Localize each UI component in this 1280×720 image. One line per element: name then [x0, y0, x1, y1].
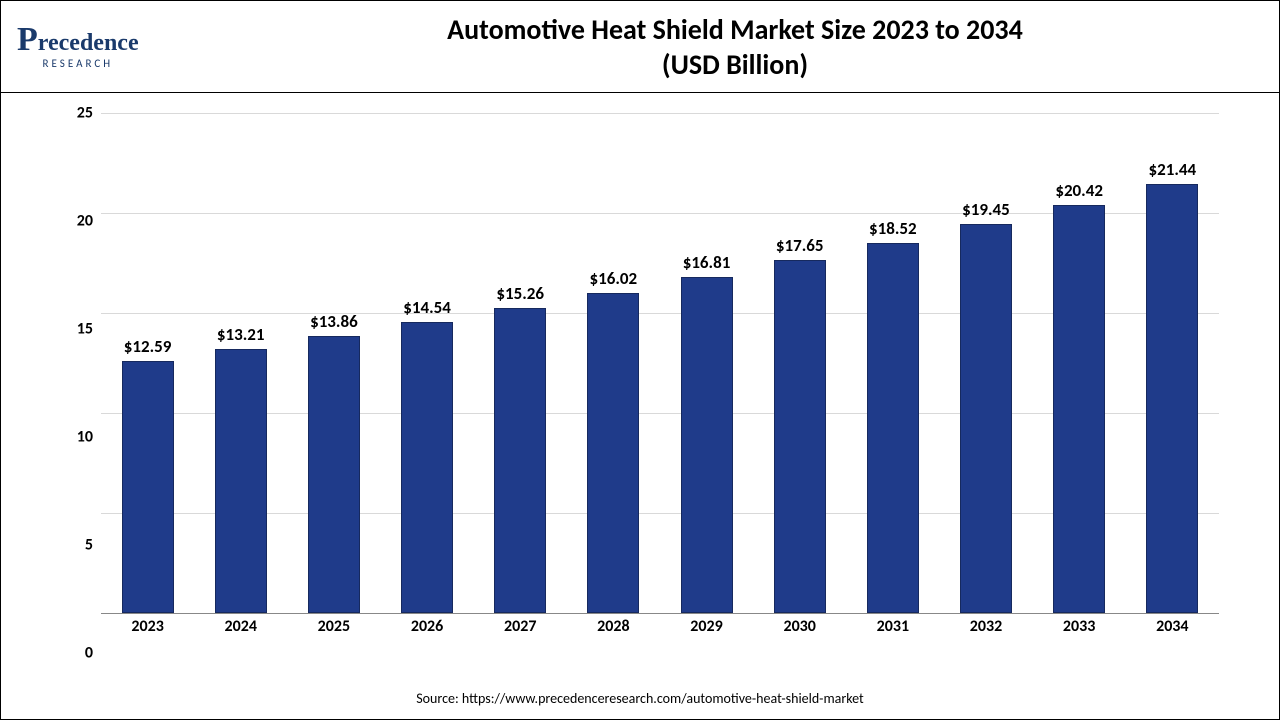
- bar-value-label: $16.81: [683, 252, 731, 273]
- x-tick-label: 2026: [380, 617, 473, 653]
- bar: [1053, 205, 1105, 613]
- x-axis-labels: 2023202420252026202720282029203020312032…: [101, 617, 1219, 653]
- bar-group: $15.26: [474, 283, 567, 613]
- bar: [308, 336, 360, 613]
- chart-title: Automotive Heat Shield Market Size 2023 …: [207, 12, 1263, 82]
- bar-group: $18.52: [846, 218, 939, 613]
- bar-value-label: $14.54: [403, 297, 451, 318]
- x-tick-label: 2023: [101, 617, 194, 653]
- gridline: [101, 613, 1219, 614]
- bar-group: $17.65: [753, 235, 846, 613]
- bar: [215, 349, 267, 613]
- header: Precedence RESEARCH Automotive Heat Shie…: [1, 1, 1279, 93]
- bar: [587, 293, 639, 613]
- x-tick-label: 2029: [660, 617, 753, 653]
- chart-frame: Precedence RESEARCH Automotive Heat Shie…: [0, 0, 1280, 720]
- bar-group: $19.45: [939, 199, 1032, 613]
- source-text: Source: https://www.precedenceresearch.c…: [1, 684, 1279, 719]
- title-line1: Automotive Heat Shield Market Size 2023 …: [447, 12, 1023, 47]
- bars-container: $12.59 $13.21 $13.86 $14.54 $15.26 $16.02 $16.…: [101, 113, 1219, 613]
- bar-group: $12.59: [101, 336, 194, 613]
- bar-value-label: $16.02: [590, 268, 638, 289]
- chart-area: $12.59 $13.21 $13.86 $14.54 $15.26 $16.02 $16.…: [1, 93, 1279, 684]
- y-tick-label: 25: [61, 104, 93, 123]
- bar-value-label: $12.59: [124, 336, 172, 357]
- bar-group: $13.21: [194, 324, 287, 613]
- logo-block: Precedence RESEARCH: [17, 23, 139, 70]
- plot-region: $12.59 $13.21 $13.86 $14.54 $15.26 $16.02 $16.…: [61, 113, 1239, 653]
- y-tick-label: 0: [61, 644, 93, 663]
- x-tick-label: 2031: [846, 617, 939, 653]
- logo-main: Precedence: [17, 23, 139, 57]
- bar: [867, 243, 919, 613]
- y-tick-label: 15: [61, 320, 93, 339]
- bar: [1146, 184, 1198, 613]
- x-tick-label: 2025: [287, 617, 380, 653]
- bar-group: $14.54: [380, 297, 473, 613]
- x-tick-label: 2034: [1126, 617, 1219, 653]
- bar-group: $16.81: [660, 252, 753, 613]
- bar: [681, 277, 733, 613]
- bar-value-label: $21.44: [1148, 159, 1196, 180]
- bar-group: $20.42: [1033, 180, 1126, 613]
- x-tick-label: 2027: [474, 617, 567, 653]
- x-tick-label: 2024: [194, 617, 287, 653]
- bar: [960, 224, 1012, 613]
- y-tick-label: 20: [61, 212, 93, 231]
- bar-group: $16.02: [567, 268, 660, 613]
- bar: [401, 322, 453, 613]
- bar: [774, 260, 826, 613]
- bar-value-label: $20.42: [1055, 180, 1103, 201]
- bar-group: $13.86: [287, 311, 380, 613]
- logo: Precedence RESEARCH: [17, 23, 207, 70]
- title-line2: (USD Billion): [662, 47, 808, 82]
- x-tick-label: 2028: [567, 617, 660, 653]
- logo-sub: RESEARCH: [17, 57, 139, 70]
- bar-value-label: $18.52: [869, 218, 917, 239]
- x-tick-label: 2032: [939, 617, 1032, 653]
- bar-group: $21.44: [1126, 159, 1219, 613]
- bar: [122, 361, 174, 613]
- bar-value-label: $15.26: [496, 283, 544, 304]
- x-tick-label: 2030: [753, 617, 846, 653]
- y-tick-label: 5: [61, 536, 93, 555]
- bar-value-label: $13.86: [310, 311, 358, 332]
- bar-value-label: $17.65: [776, 235, 824, 256]
- bar-value-label: $13.21: [217, 324, 265, 345]
- bar-value-label: $19.45: [962, 199, 1010, 220]
- y-tick-label: 10: [61, 428, 93, 447]
- bar: [494, 308, 546, 613]
- x-tick-label: 2033: [1033, 617, 1126, 653]
